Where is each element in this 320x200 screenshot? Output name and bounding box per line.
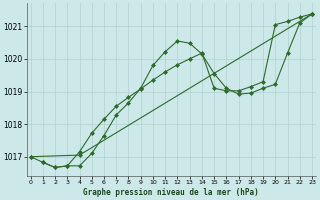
X-axis label: Graphe pression niveau de la mer (hPa): Graphe pression niveau de la mer (hPa) [84,188,259,197]
